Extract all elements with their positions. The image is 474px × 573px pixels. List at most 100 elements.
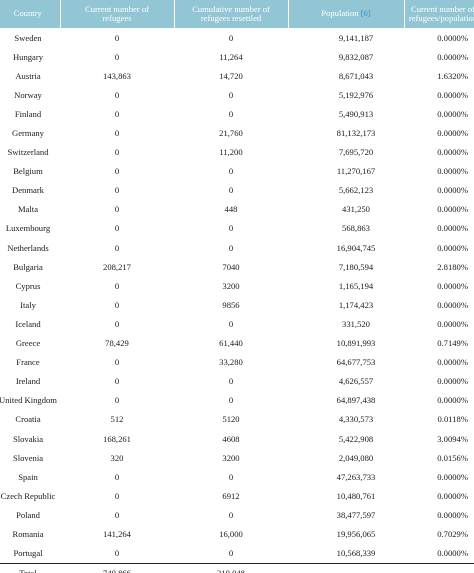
cell-country: Croatia [0, 409, 60, 429]
cell-current-refugees: 0 [60, 218, 174, 239]
cell-current-refugees: 0 [60, 352, 174, 372]
header-cumulative-resettled: Cumulative number of refugees resettled [174, 0, 289, 28]
cell-country: Austria [0, 66, 60, 86]
table-body: Sweden 0 0 9,141,187 0.0000% Hungary 0 11,264 9,… [0, 28, 474, 573]
cell-ratio: 0.0000% [404, 47, 474, 67]
cell-current-refugees: 0 [60, 505, 174, 525]
header-cumul-line1: Cumulative number of [192, 3, 270, 14]
cell-ratio: 0.0000% [404, 199, 474, 219]
cell-population: 5,662,123 [288, 180, 404, 200]
cell-population: 5,490,913 [288, 104, 404, 124]
cell-population: 81,132,173 [288, 123, 404, 143]
table-row: Luxembourg 0 0 568,863 0.0000% [0, 218, 474, 239]
cell-population: 64,897,438 [288, 390, 404, 410]
cell-cumulative-resettled: 0 [174, 371, 288, 391]
cell-ratio: 0.0000% [404, 390, 474, 410]
cell-ratio: 0.0000% [404, 28, 474, 48]
cell-country: Romania [0, 524, 60, 544]
table-row: Netherlands 0 0 16,904,745 0.0000% [0, 238, 474, 258]
table-row: France 0 33,280 64,677,753 0.0000% [0, 352, 474, 372]
cell-population: 38,477,597 [288, 505, 404, 525]
table-row: Poland 0 0 38,477,597 0.0000% [0, 505, 474, 525]
cell-current-refugees: 78,429 [60, 333, 174, 353]
cell-population: 4,626,557 [288, 371, 404, 391]
cell-population: 9,141,187 [288, 28, 404, 48]
cell-cumulative-resettled: 0 [174, 314, 288, 334]
cell-current-refugees: 0 [60, 180, 174, 200]
table-row: Denmark 0 0 5,662,123 0.0000% [0, 180, 474, 200]
population-reference-link[interactable]: [6] [360, 8, 371, 19]
cell-country: Germany [0, 123, 60, 143]
header-row: Country Current number of refugees Cumul… [0, 0, 474, 28]
cell-population: 1,174,423 [288, 295, 404, 315]
cell-cumulative-resettled: 0 [174, 161, 288, 181]
table-row: Norway 0 0 5,192,976 0.0000% [0, 85, 474, 105]
total-row: Total740,866210,048 [0, 562, 474, 573]
cell-current-refugees: 0 [60, 295, 174, 315]
table-row: Switzerland 0 11,200 7,695,720 0.0000% [0, 142, 474, 162]
cell-country: Ireland [0, 371, 60, 391]
cell-population: 1,165,194 [288, 276, 404, 296]
table-row: Iceland 0 0 331,520 0.0000% [0, 314, 474, 334]
cell-population: 568,863 [288, 218, 404, 239]
header-cumul-line2: refugees resettled [200, 13, 262, 23]
cell-current-refugees: 208,217 [60, 257, 174, 277]
table-row: Hungary 0 11,264 9,832,087 0.0000% [0, 47, 474, 67]
table-row: Italy 0 9856 1,174,423 0.0000% [0, 295, 474, 315]
cell-population: 11,270,167 [288, 161, 404, 181]
cell-country: Luxembourg [0, 218, 60, 239]
cell-cumulative-resettled: 33,280 [174, 352, 288, 372]
cell-cumulative-resettled: 0 [174, 467, 288, 487]
table-row: Ireland 0 0 4,626,557 0.0000% [0, 371, 474, 391]
cell-current-refugees: 0 [60, 85, 174, 105]
cell-population: 5,422,908 [288, 428, 404, 449]
cell-cumulative-resettled: 3200 [174, 276, 288, 296]
table-row: Germany 0 21,760 81,132,173 0.0000% [0, 123, 474, 143]
cell-current-refugees: 0 [60, 543, 174, 564]
cell-cumulative-resettled: 0 [174, 238, 288, 258]
cell-cumulative-resettled: 4608 [174, 428, 288, 449]
cell-ratio: 0.0118% [404, 409, 474, 429]
cell-country: Belgium [0, 161, 60, 181]
cell-country: Hungary [0, 47, 60, 67]
cell-ratio: 0.7029% [404, 524, 474, 544]
cell-current-refugees: 143,863 [60, 66, 174, 86]
cell-ratio: 0.0000% [404, 352, 474, 372]
table-row: Sweden 0 0 9,141,187 0.0000% [0, 28, 474, 48]
cell-cumulative-resettled: 0 [174, 85, 288, 105]
cell-ratio: 0.0156% [404, 448, 474, 468]
cell-cumulative-resettled: 11,264 [174, 47, 288, 67]
cell-ratio: 0.0000% [404, 276, 474, 296]
table-row: Malta 0 448 431,250 0.0000% [0, 199, 474, 219]
cell-current-refugees: 0 [60, 238, 174, 258]
cell-current-refugees: 0 [60, 199, 174, 219]
header-pct-line2: refugees/population [408, 13, 474, 23]
cell-current-refugees: 0 [60, 123, 174, 143]
cell-country: Netherlands [0, 238, 60, 258]
cell-ratio: 1.6320% [404, 66, 474, 86]
cell-country: Finland [0, 104, 60, 124]
table-row: Greece 78,429 61,440 10,891,993 0.7149% [0, 333, 474, 353]
cell-population: 10,568,339 [288, 543, 404, 564]
table-row: Belgium 0 0 11,270,167 0.0000% [0, 161, 474, 181]
total-cell-ratio [404, 562, 474, 573]
header-population-label: Population [321, 8, 359, 19]
table-row: Bulgaria 208,217 7040 7,180,594 2.8180% [0, 257, 474, 277]
cell-population: 2,049,080 [288, 448, 404, 468]
header-current-refugees: Current number of refugees [60, 0, 175, 28]
table-row: United Kingdom 0 0 64,897,438 0.0000% [0, 390, 474, 410]
cell-current-refugees: 0 [60, 486, 174, 506]
cell-cumulative-resettled: 0 [174, 180, 288, 200]
cell-population: 47,263,733 [288, 467, 404, 487]
cell-country: Denmark [0, 180, 60, 200]
cell-country: Iceland [0, 314, 60, 334]
cell-population: 8,671,043 [288, 66, 404, 86]
cell-cumulative-resettled: 7040 [174, 257, 288, 277]
cell-current-refugees: 168,261 [60, 428, 174, 449]
cell-population: 19,956,065 [288, 524, 404, 544]
cell-population: 331,520 [288, 314, 404, 334]
cell-ratio: 0.0000% [404, 180, 474, 200]
cell-ratio: 0.0000% [404, 543, 474, 564]
cell-ratio: 3.0094% [404, 428, 474, 449]
